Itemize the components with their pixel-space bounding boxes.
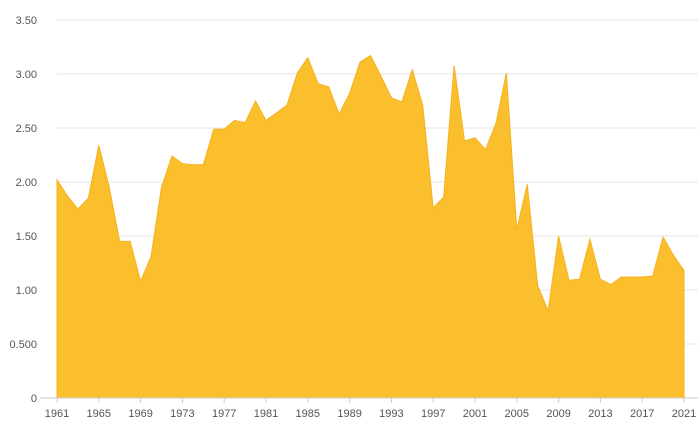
x-tick-label: 1989: [337, 408, 361, 420]
x-tick-label: 1973: [170, 408, 194, 420]
x-tick-label: 1961: [45, 408, 69, 420]
y-tick-label: 3.00: [16, 69, 37, 81]
x-tick-label: 2005: [505, 408, 529, 420]
y-axis-tick-labels: 0 0.500 1.00 1.50 2.00 2.50 3.00 3.50: [9, 15, 37, 405]
x-tick-label: 1977: [212, 408, 236, 420]
x-tick-label: 1997: [421, 408, 445, 420]
y-tick-label: 2.50: [16, 123, 37, 135]
x-tick-label: 1981: [254, 408, 278, 420]
x-tick-label: 2001: [463, 408, 487, 420]
x-tick-label: 2017: [630, 408, 654, 420]
y-tick-label: 1.00: [16, 285, 37, 297]
y-tick-label: 0: [31, 393, 37, 405]
x-tick-label: 1985: [296, 408, 320, 420]
y-tick-label: 0.500: [9, 339, 37, 351]
x-tick-label: 1993: [379, 408, 403, 420]
y-tick-label: 2.00: [16, 177, 37, 189]
x-tick-label: 2021: [672, 408, 696, 420]
y-tick-label: 3.50: [16, 15, 37, 27]
x-tick-label: 1965: [87, 408, 111, 420]
x-tick-label: 2009: [546, 408, 570, 420]
y-tick-label: 1.50: [16, 231, 37, 243]
x-tick-label: 2013: [588, 408, 612, 420]
area-series: [56, 54, 685, 399]
x-axis-tick-labels: 1961 1965 1969 1973 1977 1981 1985 1989 1993 1997…: [45, 398, 696, 420]
x-tick-label: 1969: [128, 408, 152, 420]
area-layer: [56, 54, 685, 399]
